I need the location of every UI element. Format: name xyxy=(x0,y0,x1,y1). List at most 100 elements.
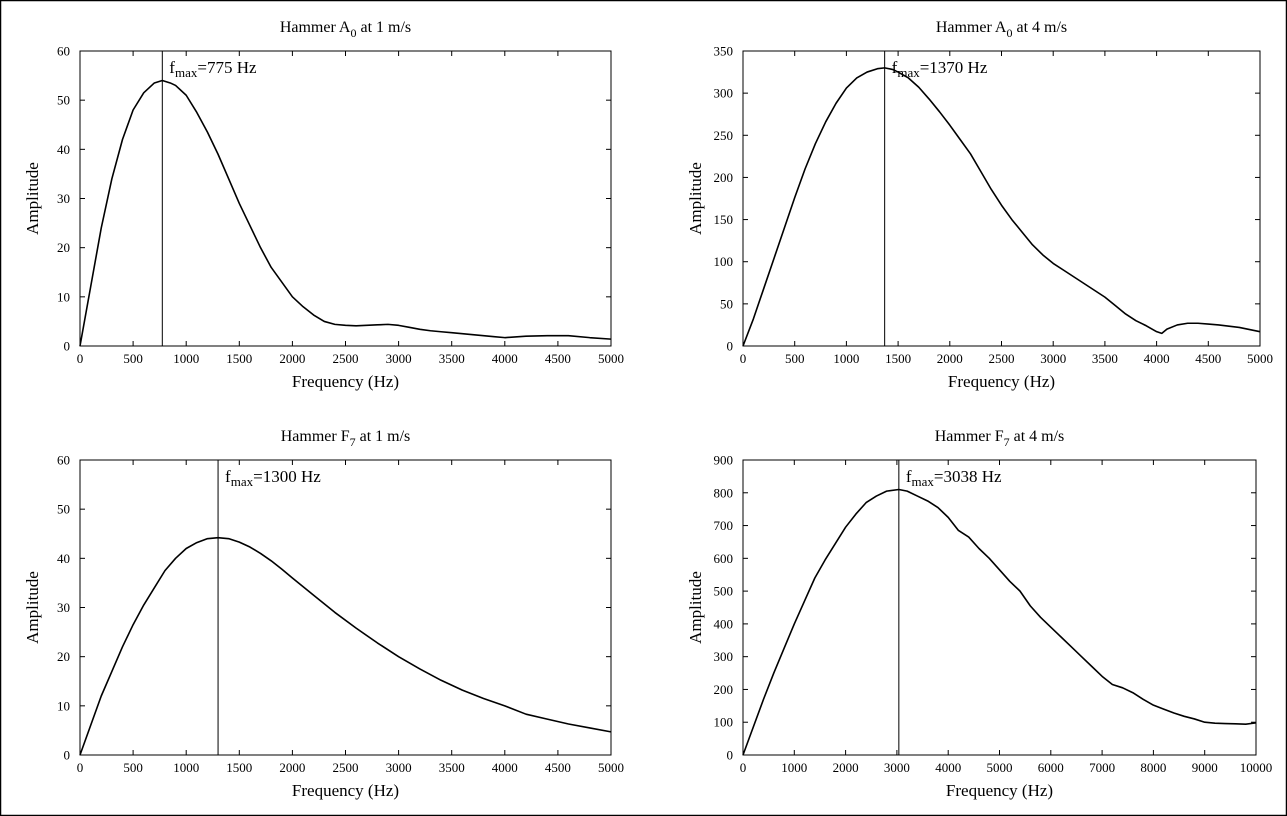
chart-title-prefix: Hammer A xyxy=(280,19,351,36)
chart-title-suffix: at 4 m/s xyxy=(1010,428,1065,445)
y-tick-label: 100 xyxy=(714,715,734,730)
fmax-annotation-sub: max xyxy=(231,474,254,489)
x-tick-label: 2500 xyxy=(333,760,359,775)
x-tick-label: 4000 xyxy=(492,351,518,366)
y-tick-label: 900 xyxy=(714,453,734,468)
x-tick-label: 2500 xyxy=(989,351,1015,366)
x-tick-label: 1000 xyxy=(781,760,807,775)
chart-panel-4: Hammer F7 at 4 m/s0 1000 2000 3000 4000 5000 6… xyxy=(686,428,1272,800)
x-tick-label: 4000 xyxy=(492,760,518,775)
y-tick-label: 400 xyxy=(714,616,734,631)
fmax-annotation-sub: max xyxy=(175,65,198,80)
y-tick-label: 800 xyxy=(714,485,734,500)
x-axis-label: Frequency (Hz) xyxy=(946,781,1053,800)
fmax-annotation-value: =1370 Hz xyxy=(920,58,988,77)
x-tick-label: 10000 xyxy=(1240,760,1273,775)
chart-title-suffix: at 4 m/s xyxy=(1012,19,1067,36)
x-tick-label: 3500 xyxy=(439,760,465,775)
y-tick-label: 0 xyxy=(64,339,71,354)
x-tick-label: 0 xyxy=(77,760,84,775)
x-tick-label: 6000 xyxy=(1038,760,1064,775)
chart-title: Hammer F7 at 4 m/s xyxy=(935,428,1065,449)
y-tick-label: 300 xyxy=(714,86,734,101)
y-tick-label: 700 xyxy=(714,518,734,533)
x-tick-label: 4500 xyxy=(545,351,571,366)
x-axis-label: Frequency (Hz) xyxy=(292,372,399,391)
chart-title: Hammer A0 at 4 m/s xyxy=(936,19,1067,40)
fmax-annotation: fmax=1370 Hz xyxy=(892,58,988,80)
series-line xyxy=(742,67,1261,347)
y-tick-label: 0 xyxy=(727,339,734,354)
x-tick-label: 3500 xyxy=(439,351,465,366)
chart-panel-2: Hammer A0 at 4 m/s0 500 1000 1500 2000 2500 30… xyxy=(686,19,1273,391)
x-tick-label: 3000 xyxy=(1040,351,1066,366)
chart-title-suffix: at 1 m/s xyxy=(356,428,411,445)
chart-title-prefix: Hammer F xyxy=(935,428,1004,445)
series-line xyxy=(742,488,1257,756)
x-tick-label: 8000 xyxy=(1140,760,1166,775)
y-tick-label: 300 xyxy=(714,649,734,664)
y-tick-label: 500 xyxy=(714,584,734,599)
y-tick-label: 60 xyxy=(57,453,70,468)
x-tick-label: 4500 xyxy=(545,760,571,775)
chart-panel-1: Hammer A0 at 1 m/s0 500 1000 1500 2000 2500 30… xyxy=(23,19,624,391)
chart-panel-3: Hammer F7 at 1 m/s0 500 1000 1500 2000 2500 30… xyxy=(23,428,624,800)
chart-title: Hammer F7 at 1 m/s xyxy=(281,428,411,449)
x-tick-label: 3000 xyxy=(386,760,412,775)
fmax-annotation-sub: max xyxy=(912,474,935,489)
x-tick-label: 1500 xyxy=(226,760,252,775)
x-tick-label: 7000 xyxy=(1089,760,1115,775)
x-tick-label: 1000 xyxy=(173,760,199,775)
x-tick-label: 2000 xyxy=(833,760,859,775)
y-tick-label: 50 xyxy=(57,502,70,517)
x-tick-label: 3500 xyxy=(1092,351,1118,366)
x-tick-label: 2500 xyxy=(333,351,359,366)
x-tick-label: 0 xyxy=(77,351,84,366)
y-axis-label: Amplitude xyxy=(686,162,705,235)
x-tick-label: 1500 xyxy=(885,351,911,366)
y-tick-label: 30 xyxy=(57,600,70,615)
x-tick-label: 1500 xyxy=(226,351,252,366)
x-axis-label: Frequency (Hz) xyxy=(948,372,1055,391)
chart-title-subscript: 0 xyxy=(350,26,356,40)
x-tick-label: 2000 xyxy=(279,351,305,366)
y-tick-label: 200 xyxy=(714,170,734,185)
y-axis-label: Amplitude xyxy=(686,571,705,644)
y-tick-label: 50 xyxy=(57,93,70,108)
y-tick-label: 30 xyxy=(57,191,70,206)
x-tick-label: 1000 xyxy=(833,351,859,366)
y-tick-label: 10 xyxy=(57,698,70,713)
fmax-annotation-value: =3038 Hz xyxy=(934,467,1002,486)
fmax-annotation: fmax=775 Hz xyxy=(169,58,257,80)
y-tick-label: 0 xyxy=(727,748,734,763)
y-tick-label: 100 xyxy=(714,254,734,269)
x-tick-label: 3000 xyxy=(386,351,412,366)
chart-title-subscript: 7 xyxy=(1004,435,1010,449)
x-tick-label: 2000 xyxy=(279,760,305,775)
x-tick-label: 5000 xyxy=(598,351,624,366)
y-tick-label: 600 xyxy=(714,551,734,566)
y-tick-label: 20 xyxy=(57,649,70,664)
y-axis-label: Amplitude xyxy=(23,162,42,235)
chart-title: Hammer A0 at 1 m/s xyxy=(280,19,411,40)
x-tick-label: 4500 xyxy=(1195,351,1221,366)
fmax-annotation-f: f xyxy=(892,58,898,77)
fmax-annotation-value: =775 Hz xyxy=(197,58,257,77)
y-tick-label: 150 xyxy=(714,212,734,227)
y-tick-label: 40 xyxy=(57,551,70,566)
x-tick-label: 5000 xyxy=(1247,351,1273,366)
y-tick-label: 0 xyxy=(64,748,71,763)
series-line xyxy=(79,536,612,756)
chart-title-prefix: Hammer A xyxy=(936,19,1007,36)
x-tick-label: 500 xyxy=(123,351,143,366)
chart-title-suffix: at 1 m/s xyxy=(356,19,411,36)
y-tick-label: 10 xyxy=(57,289,70,304)
chart-title-subscript: 0 xyxy=(1006,26,1012,40)
chart-title-subscript: 7 xyxy=(350,435,356,449)
x-tick-label: 0 xyxy=(740,351,747,366)
y-tick-label: 60 xyxy=(57,44,70,59)
x-tick-label: 3000 xyxy=(884,760,910,775)
y-axis-label: Amplitude xyxy=(23,571,42,644)
